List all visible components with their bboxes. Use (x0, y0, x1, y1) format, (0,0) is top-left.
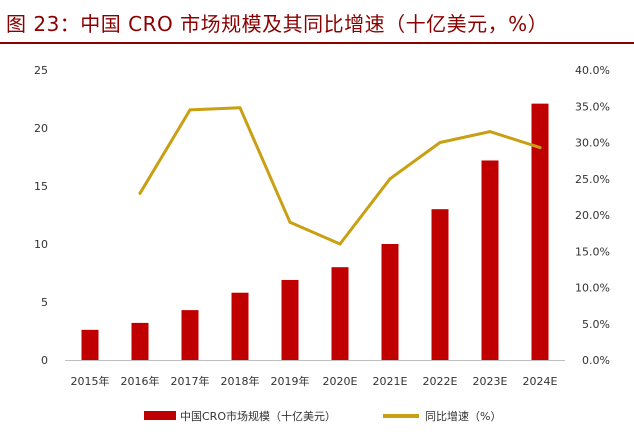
x-tick-label: 2024E (523, 375, 558, 388)
line-point (538, 146, 542, 150)
x-tick-label: 2019年 (271, 374, 310, 388)
y-right-tick-label: 5.0% (582, 318, 610, 331)
line-point (438, 141, 442, 144)
figure-title: 图 23：中国 CRO 市场规模及其同比增速（十亿美元，%） (6, 12, 549, 36)
y-left-tick-label: 15 (34, 180, 48, 193)
y-right-tick-label: 35.0% (575, 100, 610, 113)
line-point (188, 108, 192, 112)
y-left-tick-label: 5 (41, 296, 48, 309)
y-right-tick-label: 25.0% (575, 173, 610, 186)
line-point (338, 242, 342, 246)
x-tick-label: 2020E (323, 375, 358, 388)
y-left-tick-label: 0 (41, 354, 48, 367)
growth-line (138, 106, 542, 246)
line-point (238, 106, 242, 110)
legend-line-label: 同比增速（%） (425, 409, 501, 423)
y-right-tick-label: 0.0% (582, 354, 610, 367)
y-right-tick-label: 15.0% (575, 245, 610, 258)
legend-bar-swatch (144, 411, 176, 420)
figure-header: 图 23：中国 CRO 市场规模及其同比增速（十亿美元，%） (0, 0, 634, 46)
bar (431, 209, 449, 360)
line-point (138, 191, 142, 195)
line-point (288, 220, 292, 224)
y-right-tick-label: 40.0% (575, 64, 610, 77)
line-point (388, 177, 392, 181)
y-left-tick-label: 20 (34, 122, 48, 135)
bar (481, 160, 499, 360)
y-right-tick-label: 10.0% (575, 282, 610, 295)
bar (181, 310, 199, 360)
x-tick-label: 2022E (423, 375, 458, 388)
x-tick-label: 2021E (373, 375, 408, 388)
bar (231, 292, 249, 360)
line-point (488, 130, 492, 134)
y-left-tick-label: 25 (34, 64, 48, 77)
y-right-tick-label: 20.0% (575, 209, 610, 222)
bar (381, 244, 399, 360)
bar (131, 322, 149, 360)
x-tick-label: 2023E (473, 375, 508, 388)
x-tick-label: 2016年 (121, 374, 160, 388)
bar (81, 329, 99, 360)
x-tick-label: 2018年 (221, 374, 260, 388)
y-left-tick-label: 10 (34, 238, 48, 251)
title-underline (0, 42, 634, 44)
x-tick-label: 2017年 (171, 374, 210, 388)
bar (281, 279, 299, 360)
x-tick-label: 2015年 (71, 374, 110, 388)
bar (331, 267, 349, 360)
bar (531, 103, 549, 360)
y-right-tick-label: 30.0% (575, 137, 610, 150)
legend-bar-label: 中国CRO市场规模（十亿美元） (180, 409, 336, 423)
